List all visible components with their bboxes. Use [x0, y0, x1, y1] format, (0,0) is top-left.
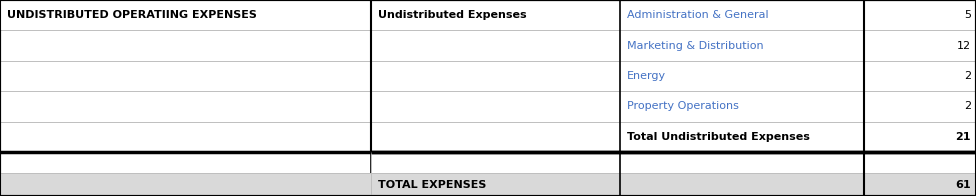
- Bar: [0, 61, 371, 91]
- Text: Administration & General: Administration & General: [627, 10, 768, 20]
- Text: 12: 12: [957, 41, 971, 51]
- Text: 21: 21: [956, 132, 971, 142]
- Bar: [620, 0, 864, 30]
- Bar: [371, 122, 620, 152]
- Bar: [0, 0, 371, 30]
- Text: Undistributed Expenses: Undistributed Expenses: [378, 10, 526, 20]
- Bar: [620, 91, 864, 122]
- Bar: [864, 91, 976, 122]
- Bar: [371, 152, 620, 173]
- Text: Energy: Energy: [627, 71, 666, 81]
- Text: Total Undistributed Expenses: Total Undistributed Expenses: [627, 132, 809, 142]
- Bar: [620, 152, 864, 173]
- Bar: [371, 61, 620, 91]
- Bar: [620, 173, 864, 196]
- Bar: [371, 173, 620, 196]
- Bar: [0, 30, 371, 61]
- Bar: [620, 30, 864, 61]
- Bar: [864, 61, 976, 91]
- Bar: [371, 30, 620, 61]
- Text: 5: 5: [964, 10, 971, 20]
- Bar: [620, 61, 864, 91]
- Bar: [864, 152, 976, 173]
- Text: 2: 2: [964, 71, 971, 81]
- Bar: [864, 0, 976, 30]
- Bar: [0, 152, 371, 173]
- Bar: [864, 30, 976, 61]
- Text: TOTAL EXPENSES: TOTAL EXPENSES: [378, 180, 486, 190]
- Bar: [864, 122, 976, 152]
- Text: 61: 61: [956, 180, 971, 190]
- Text: UNDISTRIBUTED OPERATIING EXPENSES: UNDISTRIBUTED OPERATIING EXPENSES: [7, 10, 257, 20]
- Bar: [620, 122, 864, 152]
- Bar: [371, 91, 620, 122]
- Bar: [0, 122, 371, 152]
- Bar: [864, 173, 976, 196]
- Bar: [371, 0, 620, 30]
- Bar: [0, 91, 371, 122]
- Text: 2: 2: [964, 101, 971, 111]
- Text: Marketing & Distribution: Marketing & Distribution: [627, 41, 763, 51]
- Bar: [0, 173, 371, 196]
- Text: Property Operations: Property Operations: [627, 101, 739, 111]
